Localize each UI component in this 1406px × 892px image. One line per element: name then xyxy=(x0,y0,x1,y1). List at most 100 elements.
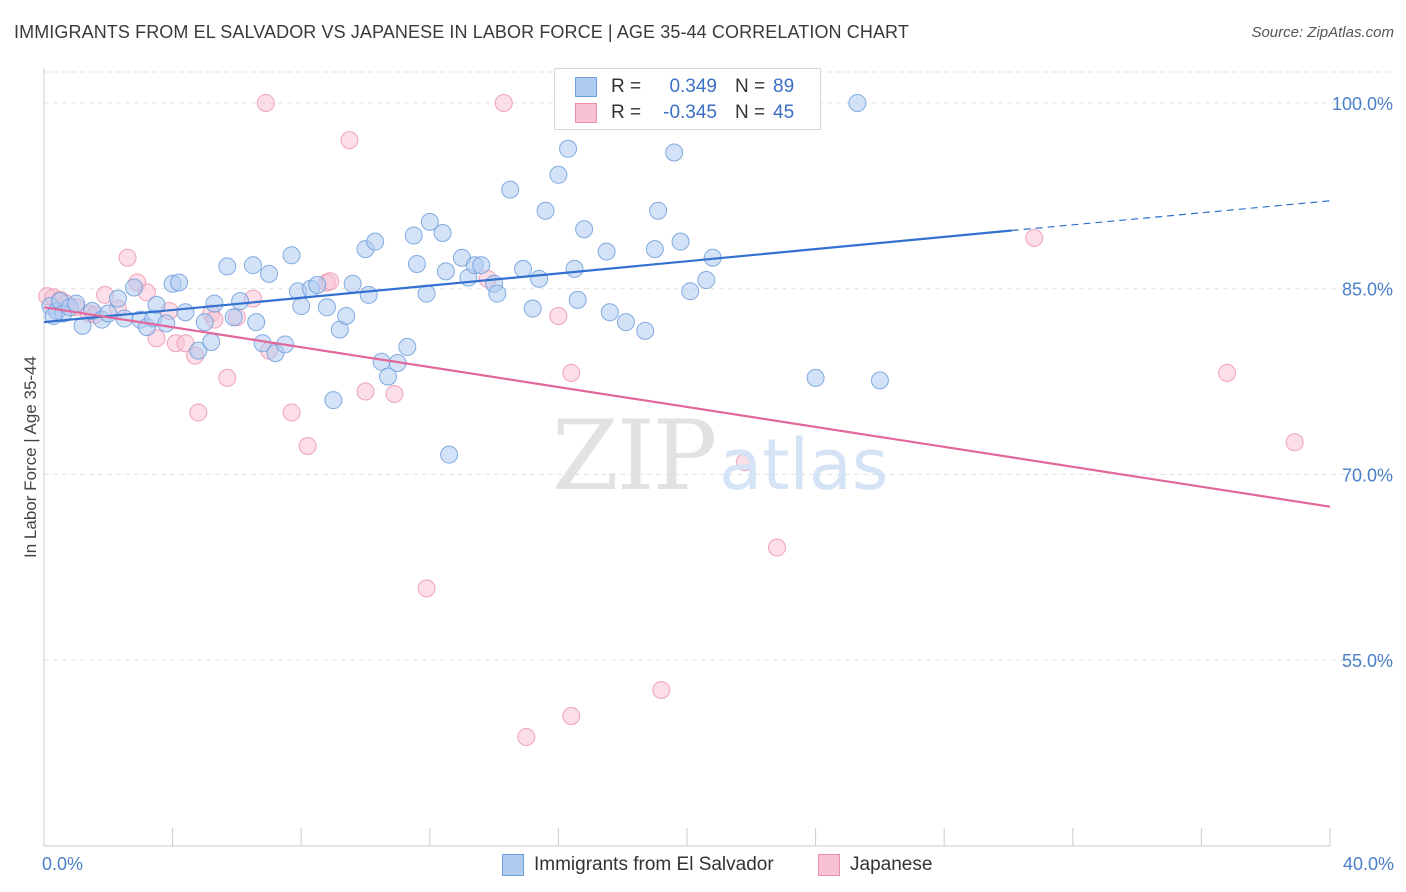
japanese-point xyxy=(282,403,301,422)
legend-swatch-pink xyxy=(575,103,597,123)
el-salvador-point xyxy=(379,367,398,386)
y-tick-label: 55.0% xyxy=(1342,651,1393,671)
el-salvador-points xyxy=(41,93,889,464)
el-salvador-point xyxy=(616,313,635,332)
el-salvador-point xyxy=(523,299,542,318)
el-salvador-point xyxy=(157,314,176,333)
el-salvador-point xyxy=(67,294,86,313)
bottom-legend-pink: Japanese xyxy=(818,852,932,878)
el-salvador-point xyxy=(176,303,195,322)
japanese-point xyxy=(340,131,359,150)
el-salvador-trend-line xyxy=(43,229,1012,324)
el-salvador-point xyxy=(649,201,668,220)
legend-row-pink: R = -0.345 N = 45 xyxy=(575,100,794,126)
el-salvador-point xyxy=(806,368,825,387)
japanese-point xyxy=(417,579,436,598)
el-salvador-point xyxy=(218,257,237,276)
el-salvador-point xyxy=(671,232,690,251)
el-salvador-point xyxy=(108,289,127,308)
el-salvador-point xyxy=(681,282,700,301)
el-salvador-point xyxy=(343,274,362,293)
el-salvador-point xyxy=(440,445,459,464)
el-salvador-point xyxy=(420,212,439,231)
japanese-point xyxy=(549,306,568,325)
el-salvador-point xyxy=(417,284,436,303)
legend-n-value: 45 xyxy=(773,102,795,123)
y-tick-label: 100.0% xyxy=(1332,94,1393,114)
el-salvador-point xyxy=(575,220,594,239)
legend-row-blue: R = 0.349 N = 89 xyxy=(575,74,794,100)
el-salvador-point xyxy=(433,223,452,242)
x-tick-label-max: 40.0% xyxy=(1343,854,1394,874)
el-salvador-point xyxy=(282,246,301,265)
legend-r-value: -0.345 xyxy=(663,102,717,123)
bottom-legend-blue: Immigrants from El Salvador xyxy=(502,852,774,878)
el-salvador-point xyxy=(260,264,279,283)
legend-r-label: R = xyxy=(611,76,642,97)
source-credit: Source: ZipAtlas.com xyxy=(1251,24,1394,41)
japanese-point xyxy=(494,93,513,112)
el-salvador-point xyxy=(359,285,378,304)
el-salvador-point xyxy=(472,256,491,275)
legend-r-label: R = xyxy=(611,102,642,123)
el-salvador-point xyxy=(436,262,455,281)
el-salvador-point xyxy=(665,143,684,162)
el-salvador-point xyxy=(636,321,655,340)
bottom-legend-swatch-pink xyxy=(818,854,840,876)
legend: R = 0.349 N = 89 R = -0.345 N = 45 xyxy=(554,68,821,130)
japanese-point xyxy=(1025,228,1044,247)
el-salvador-point xyxy=(568,290,587,309)
japanese-point xyxy=(256,93,275,112)
japanese-trend-line xyxy=(43,306,1331,508)
trend-lines xyxy=(43,200,1331,508)
japanese-point xyxy=(298,436,317,455)
chart-title: IMMIGRANTS FROM EL SALVADOR VS JAPANESE … xyxy=(14,22,909,42)
el-salvador-point xyxy=(514,259,533,278)
legend-n-value: 89 xyxy=(773,76,795,97)
japanese-point xyxy=(517,728,536,747)
japanese-point xyxy=(652,680,671,699)
el-salvador-point xyxy=(549,165,568,184)
el-salvador-point xyxy=(488,284,507,303)
japanese-point xyxy=(1218,363,1237,382)
el-salvador-point xyxy=(147,295,166,314)
el-salvador-point xyxy=(366,232,385,251)
el-salvador-point xyxy=(501,180,520,199)
el-salvador-point xyxy=(600,303,619,322)
el-salvador-point xyxy=(848,93,867,112)
legend-swatch-blue xyxy=(575,77,597,97)
japanese-point xyxy=(735,453,754,472)
el-salvador-point xyxy=(170,273,189,292)
el-salvador-point xyxy=(99,304,118,323)
japanese-point xyxy=(562,706,581,725)
el-salvador-point xyxy=(195,313,214,332)
el-salvador-point xyxy=(324,391,343,410)
el-salvador-point xyxy=(597,242,616,261)
japanese-point xyxy=(356,382,375,401)
y-tick-labels: 55.0% 70.0% 85.0% 100.0% xyxy=(1332,94,1393,671)
el-salvador-point xyxy=(224,308,243,327)
el-salvador-point xyxy=(317,298,336,317)
x-tick-label-min: 0.0% xyxy=(42,854,83,874)
el-salvador-point xyxy=(243,256,262,275)
y-tick-label: 85.0% xyxy=(1342,280,1393,300)
legend-r-value: 0.349 xyxy=(669,76,717,97)
el-salvador-point xyxy=(645,240,664,259)
el-salvador-point xyxy=(231,292,250,311)
el-salvador-point xyxy=(337,306,356,325)
legend-n-label: N = xyxy=(735,76,766,97)
el-salvador-point xyxy=(247,313,266,332)
watermark-atlas: atlas xyxy=(719,424,889,506)
japanese-point xyxy=(218,368,237,387)
el-salvador-point xyxy=(125,278,144,297)
el-salvador-point xyxy=(205,294,224,313)
el-salvador-point xyxy=(565,259,584,278)
bottom-legend-label-blue: Immigrants from El Salvador xyxy=(534,854,774,875)
watermark-zip: ZIP xyxy=(552,400,717,512)
legend-n-label: N = xyxy=(735,102,766,123)
el-salvador-trend-extension xyxy=(1011,200,1331,232)
y-tick-label: 70.0% xyxy=(1342,465,1393,485)
el-salvador-point xyxy=(189,341,208,360)
el-salvador-point xyxy=(308,276,327,295)
y-axis-title: In Labor Force | Age 35-44 xyxy=(21,356,40,558)
